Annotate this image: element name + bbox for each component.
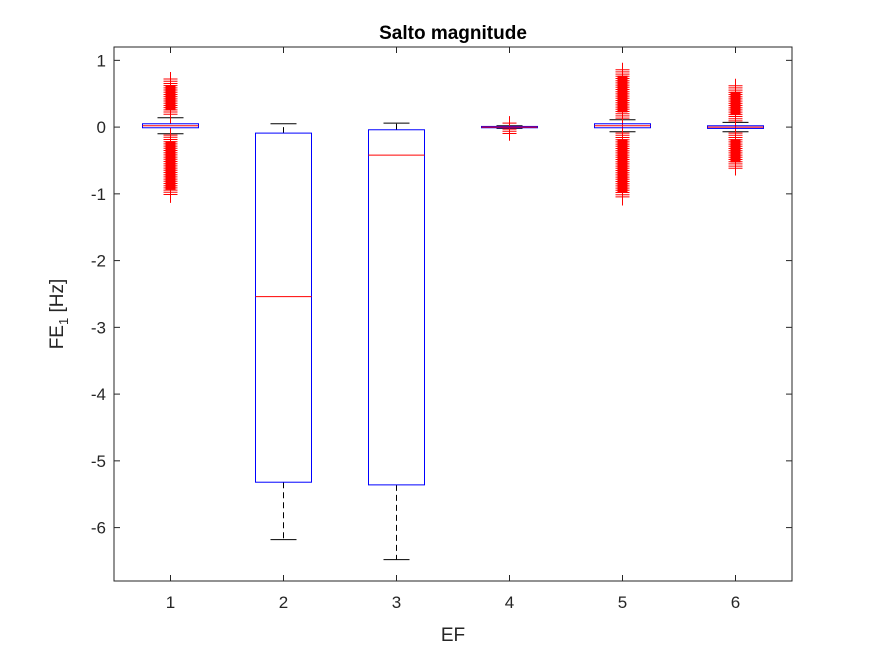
outlier-dense-fill — [165, 141, 176, 190]
y-tick-label: -6 — [91, 519, 106, 538]
x-tick-label: 4 — [505, 593, 514, 612]
y-tick-label: -2 — [91, 252, 106, 271]
box-group-6 — [707, 78, 764, 176]
axes-frame — [113, 46, 793, 582]
y-tick-label: -4 — [91, 385, 106, 404]
outlier-dense-fill — [617, 139, 628, 193]
y-axis-label: FE1 [Hz] — [47, 279, 71, 350]
y-axis-label-main: FE — [47, 325, 68, 349]
x-axis-label: EF — [441, 625, 465, 646]
box-group-1 — [142, 72, 199, 203]
x-tick-label: 2 — [279, 593, 288, 612]
y-tick-label: -3 — [91, 318, 106, 337]
x-axis-ticks: 1 2 3 4 5 6 — [166, 47, 740, 612]
y-axis-label-subscript: 1 — [56, 318, 71, 325]
x-tick-label: 3 — [392, 593, 401, 612]
box-group-5 — [594, 62, 651, 206]
y-tick-label: -1 — [91, 185, 106, 204]
outlier-dense-fill — [730, 91, 741, 116]
outlier-dense-fill — [730, 139, 741, 163]
box-group-4 — [481, 116, 538, 141]
box-group-2 — [255, 123, 312, 541]
box-group-3 — [368, 122, 425, 561]
box-iqr — [255, 132, 312, 483]
box-marks — [142, 62, 764, 561]
x-tick-label: 1 — [166, 593, 175, 612]
box-iqr — [368, 129, 425, 486]
y-tick-label: -5 — [91, 452, 106, 471]
axes-box — [113, 46, 793, 582]
y-axis-label-unit: [Hz] — [47, 279, 68, 318]
chart-title: Salto magnitude — [379, 23, 527, 44]
outlier-dense-fill — [165, 85, 176, 111]
y-tick-label: 1 — [97, 51, 106, 70]
y-tick-label: 0 — [97, 118, 106, 137]
outlier-dense-fill — [617, 75, 628, 113]
y-axis-ticks: -6 -5 -4 -3 -2 -1 0 1 — [91, 51, 792, 538]
x-tick-label: 6 — [731, 593, 740, 612]
x-tick-label: 5 — [618, 593, 627, 612]
plot-area — [114, 47, 792, 581]
